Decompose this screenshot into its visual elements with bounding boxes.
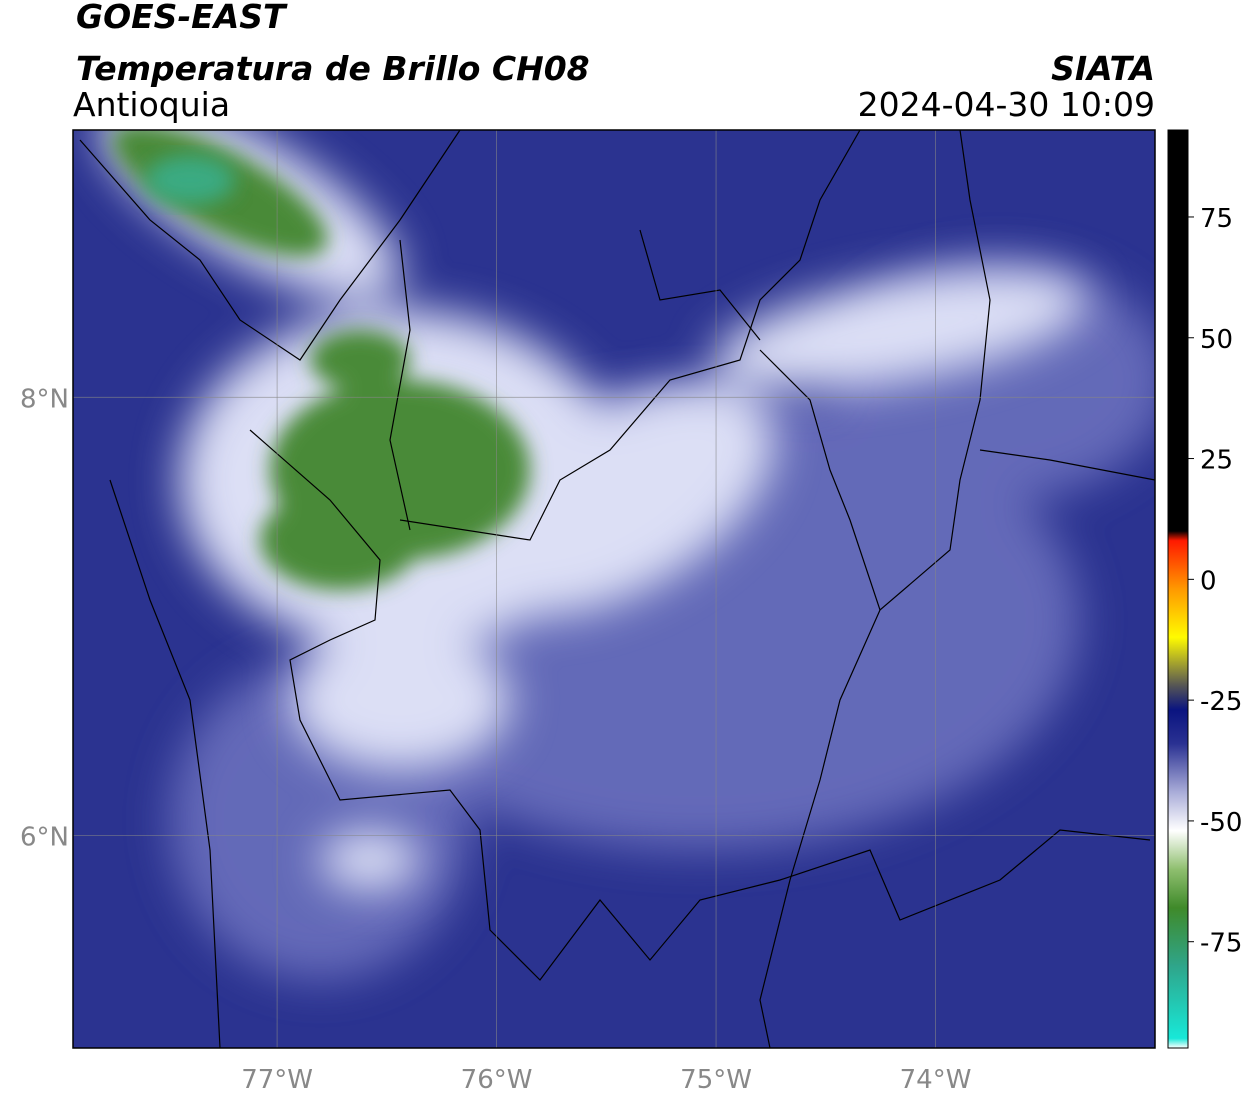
colorbar-tick-label: 50 <box>1200 325 1233 355</box>
x-tick-label: 76°W <box>461 1065 533 1095</box>
colorbar-tick-label: -75 <box>1200 929 1242 959</box>
colorbar-tick-label: -25 <box>1200 687 1242 717</box>
map-frame <box>72 129 1156 1049</box>
colorbar-tick-label: -50 <box>1200 808 1242 838</box>
y-tick-label: 6°N <box>20 822 69 852</box>
colorbar-tick-label: 0 <box>1200 566 1217 596</box>
y-tick-label: 8°N <box>20 384 69 414</box>
x-tick-label: 74°W <box>900 1065 972 1095</box>
source: SIATA <box>1051 49 1155 88</box>
region: Antioquia <box>73 85 230 124</box>
colorbar <box>1167 129 1189 1049</box>
datetime: 2024-04-30 10:09 <box>858 85 1155 124</box>
x-tick-label: 75°W <box>680 1065 752 1095</box>
colorbar-tick-label: 25 <box>1200 446 1233 476</box>
x-tick-label: 77°W <box>241 1065 313 1095</box>
colorbar-tick-label: 75 <box>1200 204 1233 234</box>
satellite: GOES-EAST <box>76 0 288 36</box>
map-image <box>73 130 1155 1048</box>
title: Temperatura de Brillo CH08 <box>76 49 590 88</box>
